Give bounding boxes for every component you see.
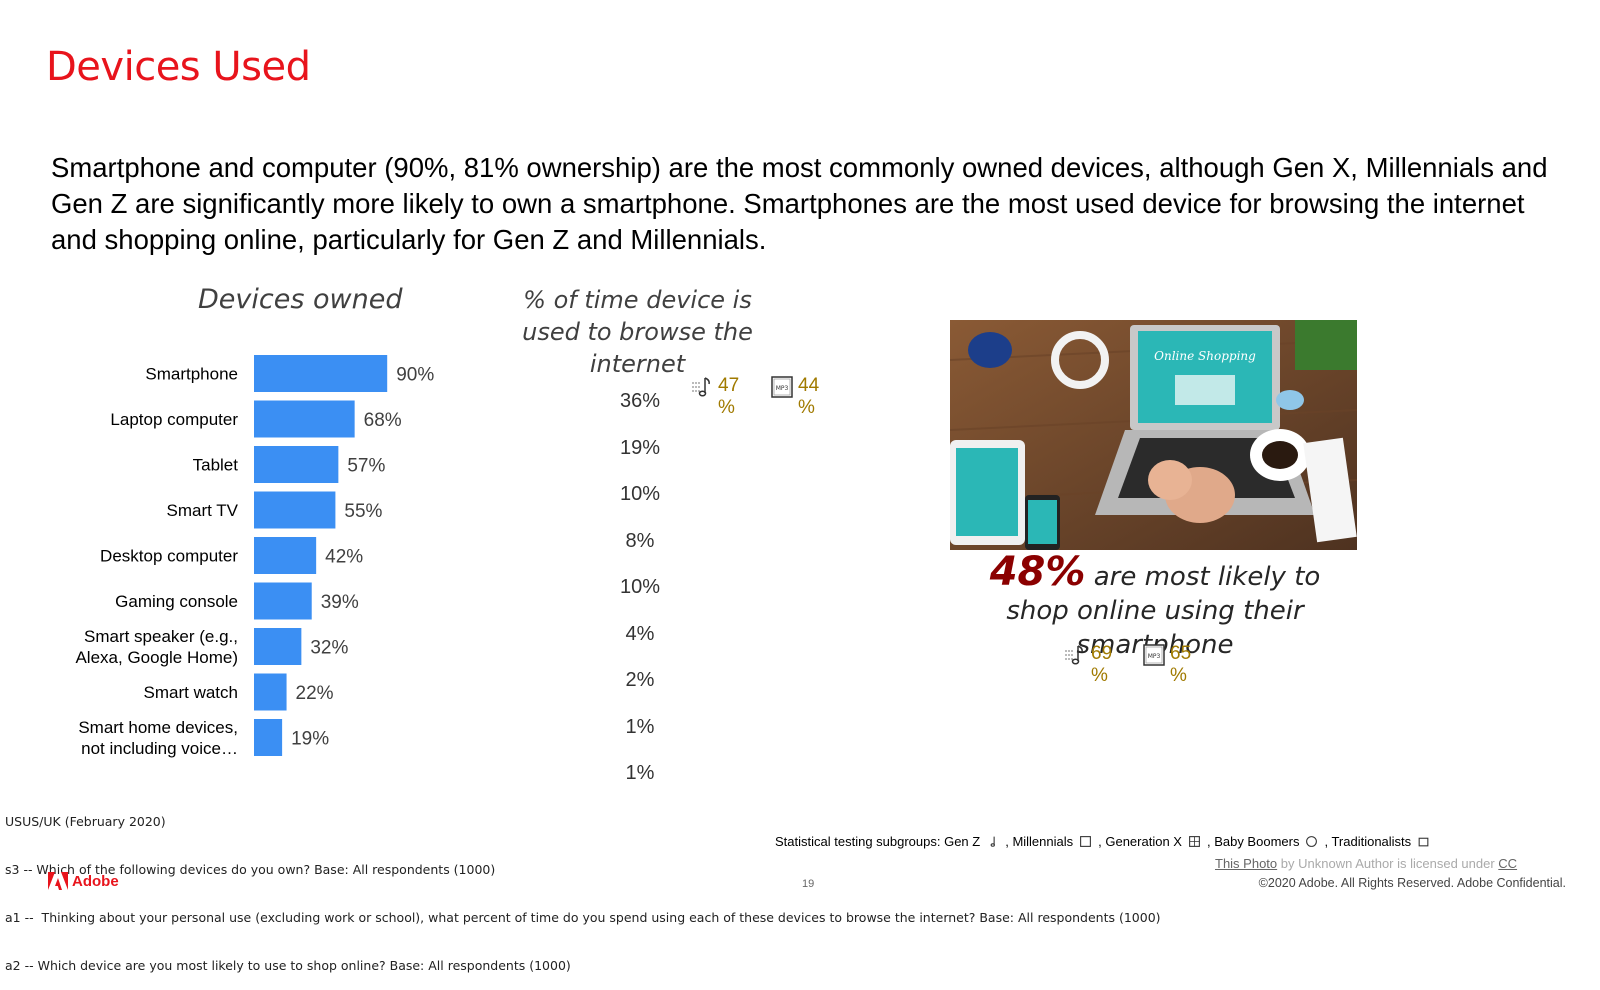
browse-percentage: 10% <box>619 576 661 598</box>
slide-title: Devices Used <box>46 44 311 90</box>
category-label: Smartphone <box>145 365 238 384</box>
category-label: Smart home devices, not including voice… <box>78 718 238 758</box>
browse-percentage: 2% <box>625 669 655 691</box>
browse-title-line: internet <box>589 350 686 378</box>
bar-value-label: 57% <box>347 456 385 477</box>
devices-owned-bar-chart: 90% Smartphone 68% Laptop computer 57% Tablet… <box>75 355 434 758</box>
category-label: Smart watch <box>144 683 238 702</box>
browse-percentage: 1% <box>625 715 655 738</box>
intro-paragraph: Smartphone and computer (90%, 81% owners… <box>51 152 1548 255</box>
music-note-icon <box>1065 645 1083 665</box>
sig-marker-genz-browse: 47 % <box>690 375 748 419</box>
statistical-testing-legend: Statistical testing subgroups: Gen Z , M… <box>775 834 1436 849</box>
bar-value-label: 55% <box>344 501 382 522</box>
bar <box>254 400 355 438</box>
subgroups-label: Statistical testing subgroups: Gen Z <box>775 834 981 849</box>
bar <box>254 719 283 756</box>
bar-value-label: 22% <box>296 683 334 704</box>
browse-percentage: 8% <box>625 529 655 552</box>
bar-value-label: 90% <box>396 365 434 386</box>
category-label: Tablet <box>193 456 239 475</box>
footnotes: USUS/UK (February 2020) s3 -- Which of t… <box>5 782 1161 990</box>
callout-percentage: 48% <box>989 549 1086 595</box>
subgroup-item: , Traditionalists <box>1324 834 1412 849</box>
browse-table-title: % of time device is used to browse the i… <box>500 284 775 380</box>
credit-text: by Unknown Author is licensed under <box>1277 856 1499 871</box>
photo-credit: This Photo by Unknown Author is licensed… <box>1215 856 1517 871</box>
category-label: Smart TV <box>167 501 239 520</box>
photo-screen-text: Online Shopping <box>1154 349 1256 363</box>
footnote-line: a2 -- Which device are you most likely t… <box>5 958 571 973</box>
grid-icon <box>1188 835 1201 848</box>
sig-marker-millennials-shop: MP3 65 % <box>1142 643 1200 687</box>
sig-value: 69 % <box>1091 643 1113 686</box>
category-label: Gaming console <box>115 592 238 611</box>
adobe-logo-text: Adobe <box>72 872 119 890</box>
bar <box>254 446 339 483</box>
bar-value-label: 19% <box>291 729 329 750</box>
bar <box>254 628 302 665</box>
devices-owned-chart-title: Devices owned <box>198 284 403 315</box>
subgroup-item: , Millennials <box>1005 834 1074 849</box>
sig-value: 47 % <box>718 375 740 418</box>
sig-marker-genz-shop: 69 % <box>1063 643 1121 687</box>
mp3-file-icon <box>1079 835 1092 848</box>
sig-value: 44 % <box>798 375 820 418</box>
callout-line: shop online using their <box>1006 596 1304 626</box>
copyright-notice: ©2020 Adobe. All Rights Reserved. Adobe … <box>1258 876 1566 890</box>
category-label: Desktop computer <box>100 547 238 566</box>
photo-link[interactable]: This Photo <box>1215 856 1278 871</box>
sig-value: 65 % <box>1170 643 1192 686</box>
music-note-icon <box>692 377 710 397</box>
footnote-line: s3 -- Which of the following devices do … <box>5 862 496 877</box>
browse-percentage: 19% <box>619 436 661 459</box>
circle-icon <box>1305 835 1318 848</box>
page-number: 19 <box>802 878 815 890</box>
music-note-icon <box>986 835 999 848</box>
category-label: Laptop computer <box>110 410 238 429</box>
subgroup-item: , Generation X <box>1098 834 1182 849</box>
bar-value-label: 68% <box>364 410 402 431</box>
svg-text:MP3: MP3 <box>776 385 789 392</box>
callout-line: are most likely to <box>1093 562 1321 592</box>
adobe-logo: Adobe <box>48 872 119 890</box>
subgroup-item: , Baby Boomers <box>1206 834 1300 849</box>
browse-title-line: used to browse the <box>522 318 753 346</box>
adobe-logo-icon <box>48 872 68 890</box>
license-link[interactable]: CC <box>1498 856 1518 871</box>
browse-percentage: 1% <box>625 762 655 784</box>
bar <box>254 355 388 392</box>
bar <box>254 673 287 711</box>
svg-text:MP3: MP3 <box>1148 653 1161 660</box>
box-icon <box>1417 835 1430 848</box>
browse-percentage: 10% <box>619 483 661 505</box>
sig-marker-millennials-browse: MP3 44 % <box>770 375 828 419</box>
bar-value-label: 32% <box>310 638 348 659</box>
mp3-file-icon: MP3 <box>1143 644 1165 666</box>
footnote-line: USUS/UK (February 2020) <box>5 814 166 829</box>
footnote-line: a1 -- Thinking about your personal use (… <box>5 910 1161 925</box>
browse-title-line: % of time device is <box>523 286 752 314</box>
bar-value-label: 42% <box>325 547 363 568</box>
bar <box>254 491 336 529</box>
browse-percentage: 4% <box>625 622 655 645</box>
smartphone-shopping-callout: 48% are most likely to shop online using… <box>955 552 1355 662</box>
category-label: Smart speaker (e.g., Alexa, Google Home) <box>75 627 238 667</box>
browse-percentage: 36% <box>619 390 661 412</box>
mp3-file-icon: MP3 <box>771 376 793 398</box>
online-shopping-photo: Online Shopping <box>950 320 1357 550</box>
bar <box>254 582 312 620</box>
bar <box>254 537 317 574</box>
bar-value-label: 39% <box>321 592 359 613</box>
